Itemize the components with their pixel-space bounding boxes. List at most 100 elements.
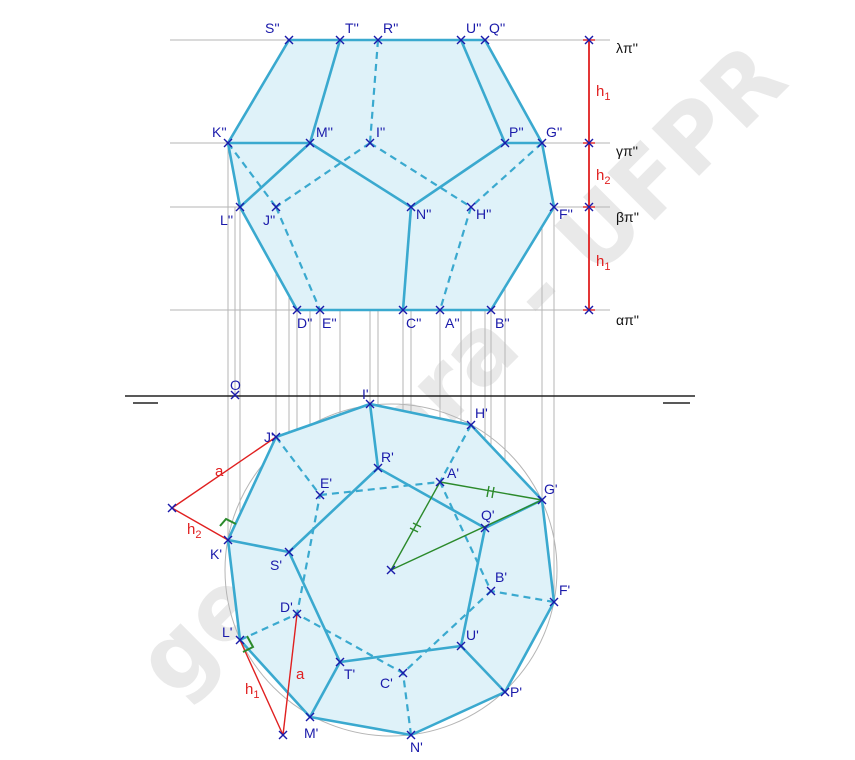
front-vertex-marker xyxy=(365,138,375,148)
top-vertex-label: U' xyxy=(466,627,479,643)
top-vertex-marker xyxy=(365,399,375,409)
circumscribed-circle xyxy=(224,403,558,737)
green-construction xyxy=(219,481,543,653)
construction-point-marker xyxy=(167,503,177,513)
front-vertex-label: P'' xyxy=(509,124,524,140)
top-vertex-marker xyxy=(486,586,496,596)
front-vertex-marker xyxy=(223,138,233,148)
point-markers xyxy=(167,35,594,740)
front-vertex-label: L'' xyxy=(220,212,233,228)
front-vertex-marker xyxy=(549,202,559,212)
front-vertex-marker xyxy=(305,138,315,148)
top-vertex-marker xyxy=(537,495,547,505)
top-vertex-label: L' xyxy=(222,624,232,640)
top-hidden-edges xyxy=(239,424,555,736)
front-vertex-marker xyxy=(466,202,476,212)
front-vertex-label: N'' xyxy=(416,206,431,222)
point-labels: S'' T'' R'' U'' Q'' K'' M'' I'' P'' G'' L'' J'' N'' H… xyxy=(210,20,573,755)
top-vertex-marker xyxy=(500,687,510,697)
construction-point-marker xyxy=(584,35,594,45)
front-vertex-marker xyxy=(373,35,383,45)
top-vertex-label: S' xyxy=(270,557,282,573)
construction-point-marker xyxy=(230,390,240,400)
front-vertex-label: G'' xyxy=(546,124,562,140)
front-vertex-marker xyxy=(480,35,490,45)
top-vertex-marker xyxy=(398,668,408,678)
center-label-o: O xyxy=(230,377,241,393)
front-vertex-label: B'' xyxy=(495,315,510,331)
top-vertex-label: T' xyxy=(344,666,355,682)
construction-point-marker xyxy=(278,730,288,740)
top-vertex-label: F' xyxy=(559,582,570,598)
top-vertex-label: K' xyxy=(210,546,222,562)
top-vertex-label: C' xyxy=(380,675,393,691)
front-hidden-edges xyxy=(227,39,543,311)
plane-label-alpha: απ'' xyxy=(616,312,639,328)
construction-label-a-upper: a xyxy=(215,463,224,480)
front-vertex-label: H'' xyxy=(476,206,491,222)
top-vertex-label: N' xyxy=(410,739,423,755)
height-label-k-construction: h2 xyxy=(187,521,201,541)
front-vertex-label: J'' xyxy=(263,212,275,228)
construction-point-marker xyxy=(386,565,396,575)
front-vertex-label: S'' xyxy=(265,20,280,36)
top-vertex-marker xyxy=(235,635,245,645)
top-vertex-label: Q' xyxy=(481,507,495,523)
plane-label-beta: βπ'' xyxy=(616,209,639,225)
construction-label-a-lower: a xyxy=(296,666,305,683)
front-vertex-marker xyxy=(500,138,510,148)
front-vertex-label: Q'' xyxy=(489,20,505,36)
red-construction xyxy=(171,40,590,736)
front-vertex-marker xyxy=(235,202,245,212)
height-label-l-construction: h1 xyxy=(245,681,259,701)
construction-point-marker xyxy=(584,305,594,315)
ground-line xyxy=(125,395,695,404)
front-vertex-label: T'' xyxy=(345,20,359,36)
front-vertex-label: I'' xyxy=(376,124,385,140)
front-vertex-label: K'' xyxy=(212,124,227,140)
top-vertex-label: J' xyxy=(264,429,274,445)
height-label-top: h1 xyxy=(596,83,610,103)
front-vertex-marker xyxy=(435,305,445,315)
front-vertex-label: D'' xyxy=(297,315,312,331)
height-label-bottom: h1 xyxy=(596,253,610,273)
top-vertex-marker xyxy=(406,730,416,740)
top-vertex-marker xyxy=(284,547,294,557)
front-vertex-label: U'' xyxy=(466,20,481,36)
front-vertex-label: F'' xyxy=(559,206,573,222)
front-vertex-marker xyxy=(292,305,302,315)
front-vertex-marker xyxy=(271,202,281,212)
front-outline-face xyxy=(228,40,554,310)
construction-point-marker xyxy=(584,202,594,212)
front-vertex-marker xyxy=(335,35,345,45)
top-vertex-marker xyxy=(480,523,490,533)
top-vertex-marker xyxy=(315,490,325,500)
top-vertex-marker xyxy=(292,609,302,619)
top-vertex-marker xyxy=(373,463,383,473)
height-label-middle: h2 xyxy=(596,167,610,187)
front-vertex-marker xyxy=(284,35,294,45)
front-vertex-marker xyxy=(315,305,325,315)
front-vertex-marker xyxy=(398,305,408,315)
top-vertex-marker xyxy=(456,641,466,651)
front-vertex-label: A'' xyxy=(445,315,460,331)
top-vertex-marker xyxy=(223,535,233,545)
top-vertex-marker xyxy=(466,420,476,430)
plane-label-gamma: γπ'' xyxy=(616,143,638,159)
top-vertex-label: P' xyxy=(510,684,522,700)
top-vertex-label: G' xyxy=(544,481,558,497)
top-vertex-label: I' xyxy=(362,386,369,402)
top-vertex-marker xyxy=(271,432,281,442)
front-vertex-label: E'' xyxy=(322,315,337,331)
top-vertex-marker xyxy=(305,712,315,722)
construction-point-marker xyxy=(584,138,594,148)
top-vertex-marker xyxy=(335,657,345,667)
top-vertex-label: H' xyxy=(475,405,488,421)
front-vertex-marker xyxy=(537,138,547,148)
front-vertex-marker xyxy=(486,305,496,315)
top-vertex-label: A' xyxy=(447,465,459,481)
front-vertex-label: R'' xyxy=(383,20,398,36)
front-view xyxy=(226,38,556,312)
front-vertex-marker xyxy=(406,202,416,212)
